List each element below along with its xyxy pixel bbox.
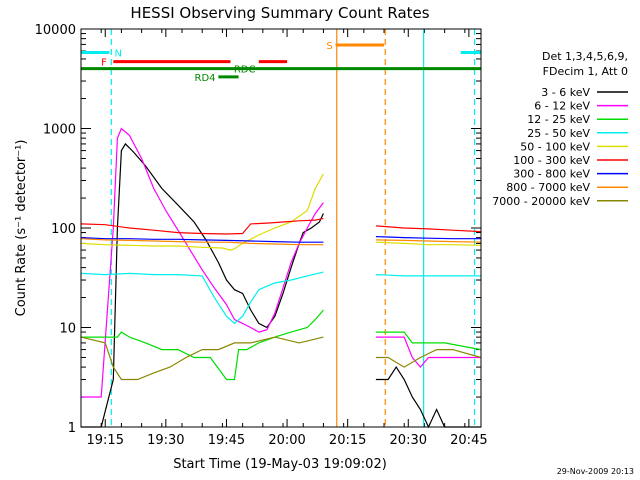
series-line-7000-20000-kev (375, 349, 482, 368)
timestamp: 29-Nov-2009 20:13 (557, 467, 634, 476)
legend-label: 6 - 12 keV (534, 100, 590, 113)
series-lines (80, 127, 482, 429)
y-tick-label: 10000 (35, 23, 76, 38)
series-line-300-800-kev (375, 236, 481, 240)
x-tick-label: 19:15 (87, 433, 124, 448)
series-line-3-6-kev (81, 142, 324, 428)
series-line-50-100-kev (375, 241, 482, 246)
series-line-300-800-kev (80, 237, 324, 243)
series-line-7000-20000-kev (80, 336, 324, 381)
legend-label: 12 - 25 keV (527, 113, 590, 126)
y-axis-label: Count Rate (s⁻¹ detector⁻¹) (14, 140, 29, 317)
legend: Det 1,3,4,5,6,9, FDecim 1, Att 0 3 - 6 k… (492, 50, 628, 208)
series-line-12-25-kev (375, 331, 482, 351)
series-line-6-12-kev (81, 127, 324, 398)
series-line-100-300-kev (80, 217, 324, 235)
x-tick-label: 19:30 (147, 433, 184, 448)
y-tick-label: 10 (59, 322, 76, 337)
plot-frame (80, 28, 482, 428)
plot-area: 19:15 19:30 19:45 20:00 20:15 20:30 20:45 1 10 10… (35, 23, 488, 448)
legend-label: 7000 - 20000 keV (492, 195, 590, 208)
y-tick-label: 1 (68, 421, 76, 436)
series-line-50-100-kev (80, 173, 324, 251)
legend-label: 800 - 7000 keV (506, 181, 590, 194)
legend-header-line-1: Det 1,3,4,5,6,9, (542, 50, 628, 63)
series-line-12-25-kev (81, 309, 324, 381)
state-bar-label-rd4: RD4 (195, 73, 216, 84)
x-tick-label: 20:30 (390, 433, 427, 448)
legend-label: 300 - 800 keV (513, 168, 590, 181)
series-line-3-6-kev (375, 365, 481, 429)
legend-label: 50 - 100 keV (520, 140, 590, 153)
legend-header-line-2: FDecim 1, Att 0 (543, 65, 628, 78)
series-line-800-7000-kev (375, 239, 482, 243)
x-axis-label: Start Time (19-May-03 19:09:02) (173, 457, 387, 472)
series-line-100-300-kev (375, 225, 482, 233)
legend-label: 100 - 300 keV (513, 154, 590, 167)
x-tick-label: 19:45 (208, 433, 245, 448)
series-line-6-12-kev (375, 336, 481, 369)
series-line-25-50-kev (375, 274, 481, 277)
legend-label: 25 - 50 keV (527, 127, 590, 140)
state-bar-label-f: F (101, 58, 107, 69)
x-tick-label: 20:00 (268, 433, 305, 448)
series-line-800-7000-kev (80, 238, 324, 246)
chart-title: HESSI Observing Summary Count Rates (130, 4, 429, 22)
legend-label: 3 - 6 keV (541, 86, 590, 99)
x-tick-label: 20:15 (329, 433, 366, 448)
state-bar-label-n: N (115, 49, 122, 60)
y-tick-label: 1000 (43, 123, 76, 138)
series-line-25-50-kev (80, 271, 324, 325)
observing-state-bars: NF S RDC RD4 (81, 41, 481, 84)
state-bar-label-rdc: RDC (234, 65, 256, 76)
state-bar-label-s: S (326, 41, 332, 52)
x-tick-label: 20:45 (450, 433, 487, 448)
y-tick-label: 100 (51, 222, 76, 237)
